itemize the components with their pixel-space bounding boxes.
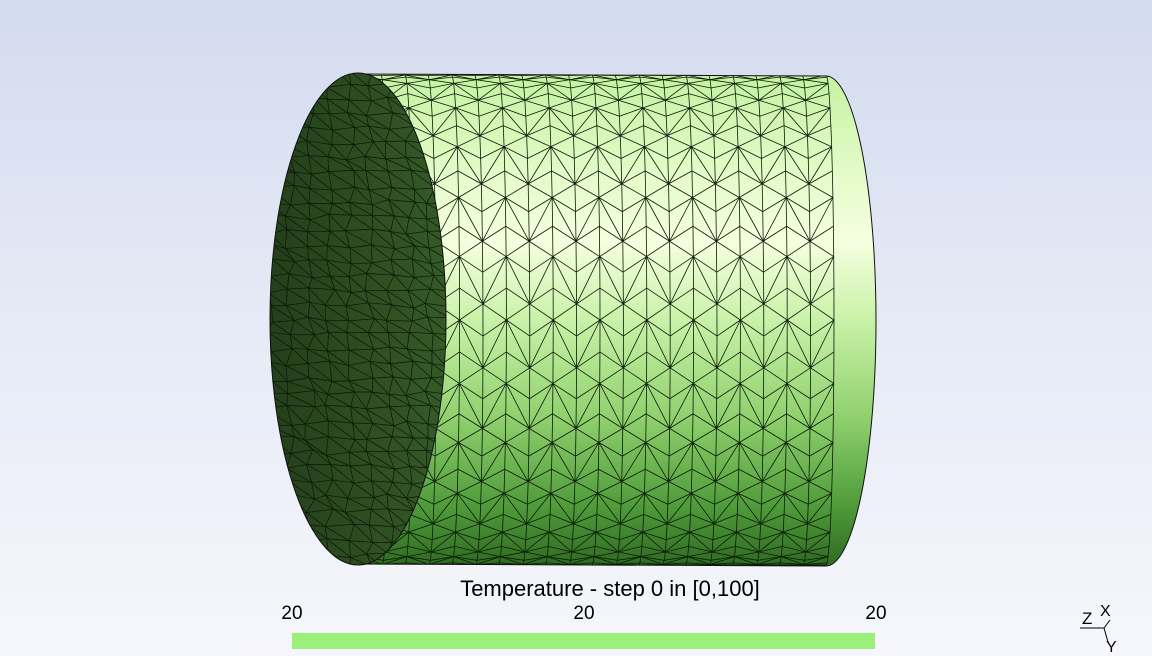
scale-tick-max: 20 bbox=[865, 603, 887, 624]
axis-label-x: X bbox=[1100, 603, 1111, 620]
axis-label-y: Y bbox=[1106, 639, 1117, 654]
cylinder-end-cap bbox=[269, 72, 447, 566]
scale-title: Temperature - step 0 in [0,100] bbox=[460, 576, 760, 601]
color-scale-bar bbox=[292, 633, 875, 649]
scale-tick-mid: 20 bbox=[573, 603, 595, 624]
scale-tick-min: 20 bbox=[281, 603, 303, 624]
axes-orientation-icon: Z X Y bbox=[1080, 603, 1117, 654]
axis-label-z: Z bbox=[1082, 609, 1092, 628]
